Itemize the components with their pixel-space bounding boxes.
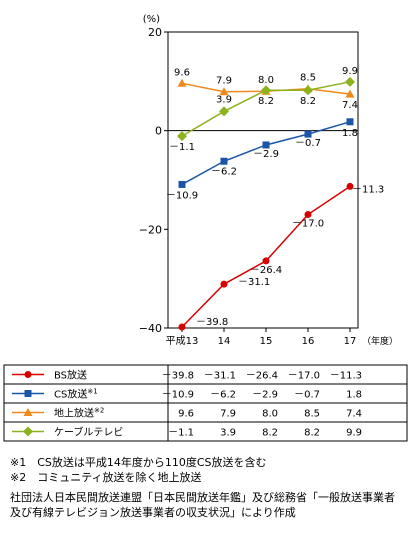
legend-marker: [23, 426, 33, 437]
data-label: 8.2: [258, 96, 274, 107]
data-label: 7.4: [342, 100, 358, 111]
table-cell: －0.7: [294, 390, 320, 401]
data-label: 9.6: [174, 67, 190, 78]
table-cell: 9.6: [178, 409, 194, 420]
data-point: [346, 182, 354, 190]
legend-label: ケーブルテレビ: [54, 426, 123, 439]
legend-label: 地上放送※2: [54, 407, 104, 420]
table-cell: －31.1: [204, 371, 236, 382]
footnote-1: ※1 CS放送は平成14年度から110度CS放送を含む: [10, 456, 267, 469]
data-label: －39.8: [196, 317, 228, 328]
table-cell: 3.9: [220, 428, 236, 439]
table-cell: 9.9: [346, 428, 362, 439]
data-point: [304, 211, 312, 219]
legend-marker: [24, 390, 32, 397]
data-label: 8.2: [300, 96, 316, 107]
source-note: 社団法人日本民間放送連盟「日本民間放送年鑑」及び総務省「一般放送事業者及び有線テ…: [10, 491, 395, 519]
data-point: [220, 157, 228, 165]
table-cell: －6.2: [210, 390, 236, 401]
table-cell: 1.8: [346, 390, 362, 401]
data-label: 9.9: [342, 66, 358, 77]
table-cell: －17.0: [288, 371, 320, 382]
data-label: －1.1: [169, 142, 195, 153]
y-tick-label: −40: [139, 322, 162, 335]
data-label: 8.0: [258, 75, 274, 86]
data-label: －11.3: [352, 184, 384, 195]
table-cell: －10.9: [162, 390, 194, 401]
data-point: [220, 280, 228, 288]
table-cell: 8.5: [304, 409, 320, 420]
data-label: 7.9: [216, 76, 232, 87]
y-tick-label: 20: [148, 26, 162, 39]
data-point: [178, 323, 186, 331]
data-point: [346, 118, 354, 126]
legend-superscript: ※1: [87, 388, 97, 396]
data-point: [177, 131, 187, 142]
legend-superscript: ※2: [94, 407, 104, 415]
table-cell: －39.8: [162, 371, 194, 382]
data-point: [345, 76, 355, 87]
data-label: －2.9: [253, 149, 279, 160]
data-point: [303, 85, 313, 96]
legend-marker: [24, 371, 32, 378]
data-point: [219, 106, 229, 117]
data-label: －10.9: [166, 190, 198, 201]
x-tick-label: 15: [260, 336, 273, 347]
table-cell: 8.2: [262, 428, 278, 439]
data-label: 8.5: [300, 73, 316, 84]
table-cell: －2.9: [252, 390, 278, 401]
x-tick-label: 平成13: [166, 335, 199, 347]
x-tick-label: 17: [344, 336, 357, 347]
data-point: [219, 87, 229, 96]
series-line-0: [181, 185, 351, 328]
data-point: [261, 85, 271, 96]
data-label: －26.4: [250, 265, 282, 276]
data-label: －17.0: [292, 219, 324, 230]
data-point: [177, 78, 187, 87]
x-unit-label: （年度）: [362, 335, 398, 347]
x-tick-label: 14: [218, 336, 231, 347]
y-unit-label: (%): [143, 14, 160, 25]
data-point: [345, 89, 355, 98]
table-cell: －1.1: [168, 428, 194, 439]
data-label: －6.2: [211, 166, 237, 177]
table-cell: 8.0: [262, 409, 278, 420]
data-point: [262, 257, 270, 265]
data-label: 1.8: [342, 128, 358, 139]
data-label: －0.7: [295, 138, 321, 149]
data-label: 3.9: [216, 94, 232, 105]
data-point: [304, 130, 312, 138]
data-point: [262, 141, 270, 149]
y-tick-label: −20: [139, 223, 162, 236]
footnote-2: ※2 コミュニティ放送を除く地上放送: [10, 471, 202, 484]
data-point: [178, 180, 186, 188]
legend-marker: [23, 408, 33, 416]
data-label: －31.1: [238, 277, 270, 288]
y-tick-label: 0: [155, 125, 162, 138]
x-tick-label: 16: [302, 336, 315, 347]
legend-label: BS放送: [54, 369, 87, 382]
legend-label: CS放送※1: [54, 388, 98, 401]
table-cell: －11.3: [330, 371, 362, 382]
table-cell: －26.4: [246, 371, 278, 382]
plot-frame: [167, 31, 359, 329]
table-cell: 8.2: [304, 428, 320, 439]
table-cell: 7.9: [220, 409, 236, 420]
table-cell: 7.4: [346, 409, 362, 420]
